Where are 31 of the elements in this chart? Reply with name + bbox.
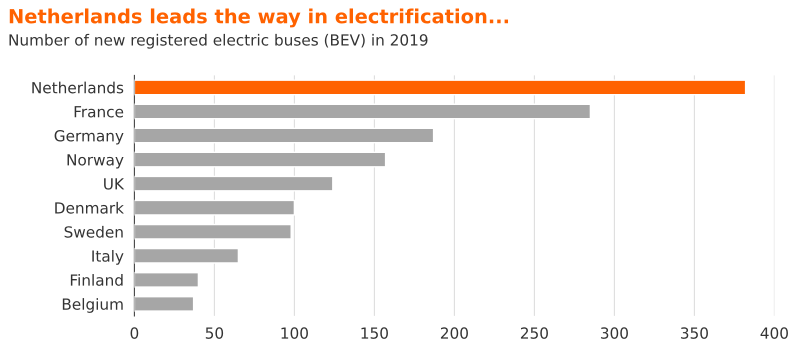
x-tick-label: 0: [130, 327, 138, 339]
bar: [134, 200, 296, 216]
y-tick-label: Germany: [54, 130, 124, 145]
bar: [134, 128, 434, 144]
bar: [134, 296, 194, 312]
x-tick-label: 400: [760, 327, 788, 339]
chart-subtitle: Number of new registered electric buses (BEV) in 2019: [10, 34, 428, 49]
x-tick-label: 100: [281, 327, 308, 339]
bar: [134, 80, 746, 96]
x-tick-label: 250: [520, 327, 548, 339]
bar: [134, 152, 386, 168]
x-tick-label: 300: [600, 327, 628, 339]
y-tick-label: Finland: [70, 274, 123, 286]
y-tick-label: Sweden: [64, 226, 123, 238]
y-tick-label: Denmark: [55, 202, 124, 214]
y-tick-label: Netherlands: [32, 82, 124, 94]
bar: [134, 176, 334, 192]
chart-title: Netherlands leads the way in electrification...: [10, 8, 508, 28]
x-tick-label: 50: [206, 327, 224, 339]
bar: [134, 224, 292, 240]
x-tick-label: 350: [680, 327, 708, 339]
y-tick-label: Italy: [92, 250, 124, 265]
bar: [134, 272, 200, 288]
x-tick-label: 150: [361, 327, 388, 339]
x-tick-label: 200: [440, 327, 468, 339]
bar: [134, 248, 240, 264]
y-tick-label: Norway: [68, 154, 124, 169]
y-tick-label: France: [74, 106, 124, 118]
y-tick-label: Belgium: [62, 298, 123, 313]
bar: [134, 104, 592, 120]
y-tick-label: UK: [104, 178, 124, 190]
